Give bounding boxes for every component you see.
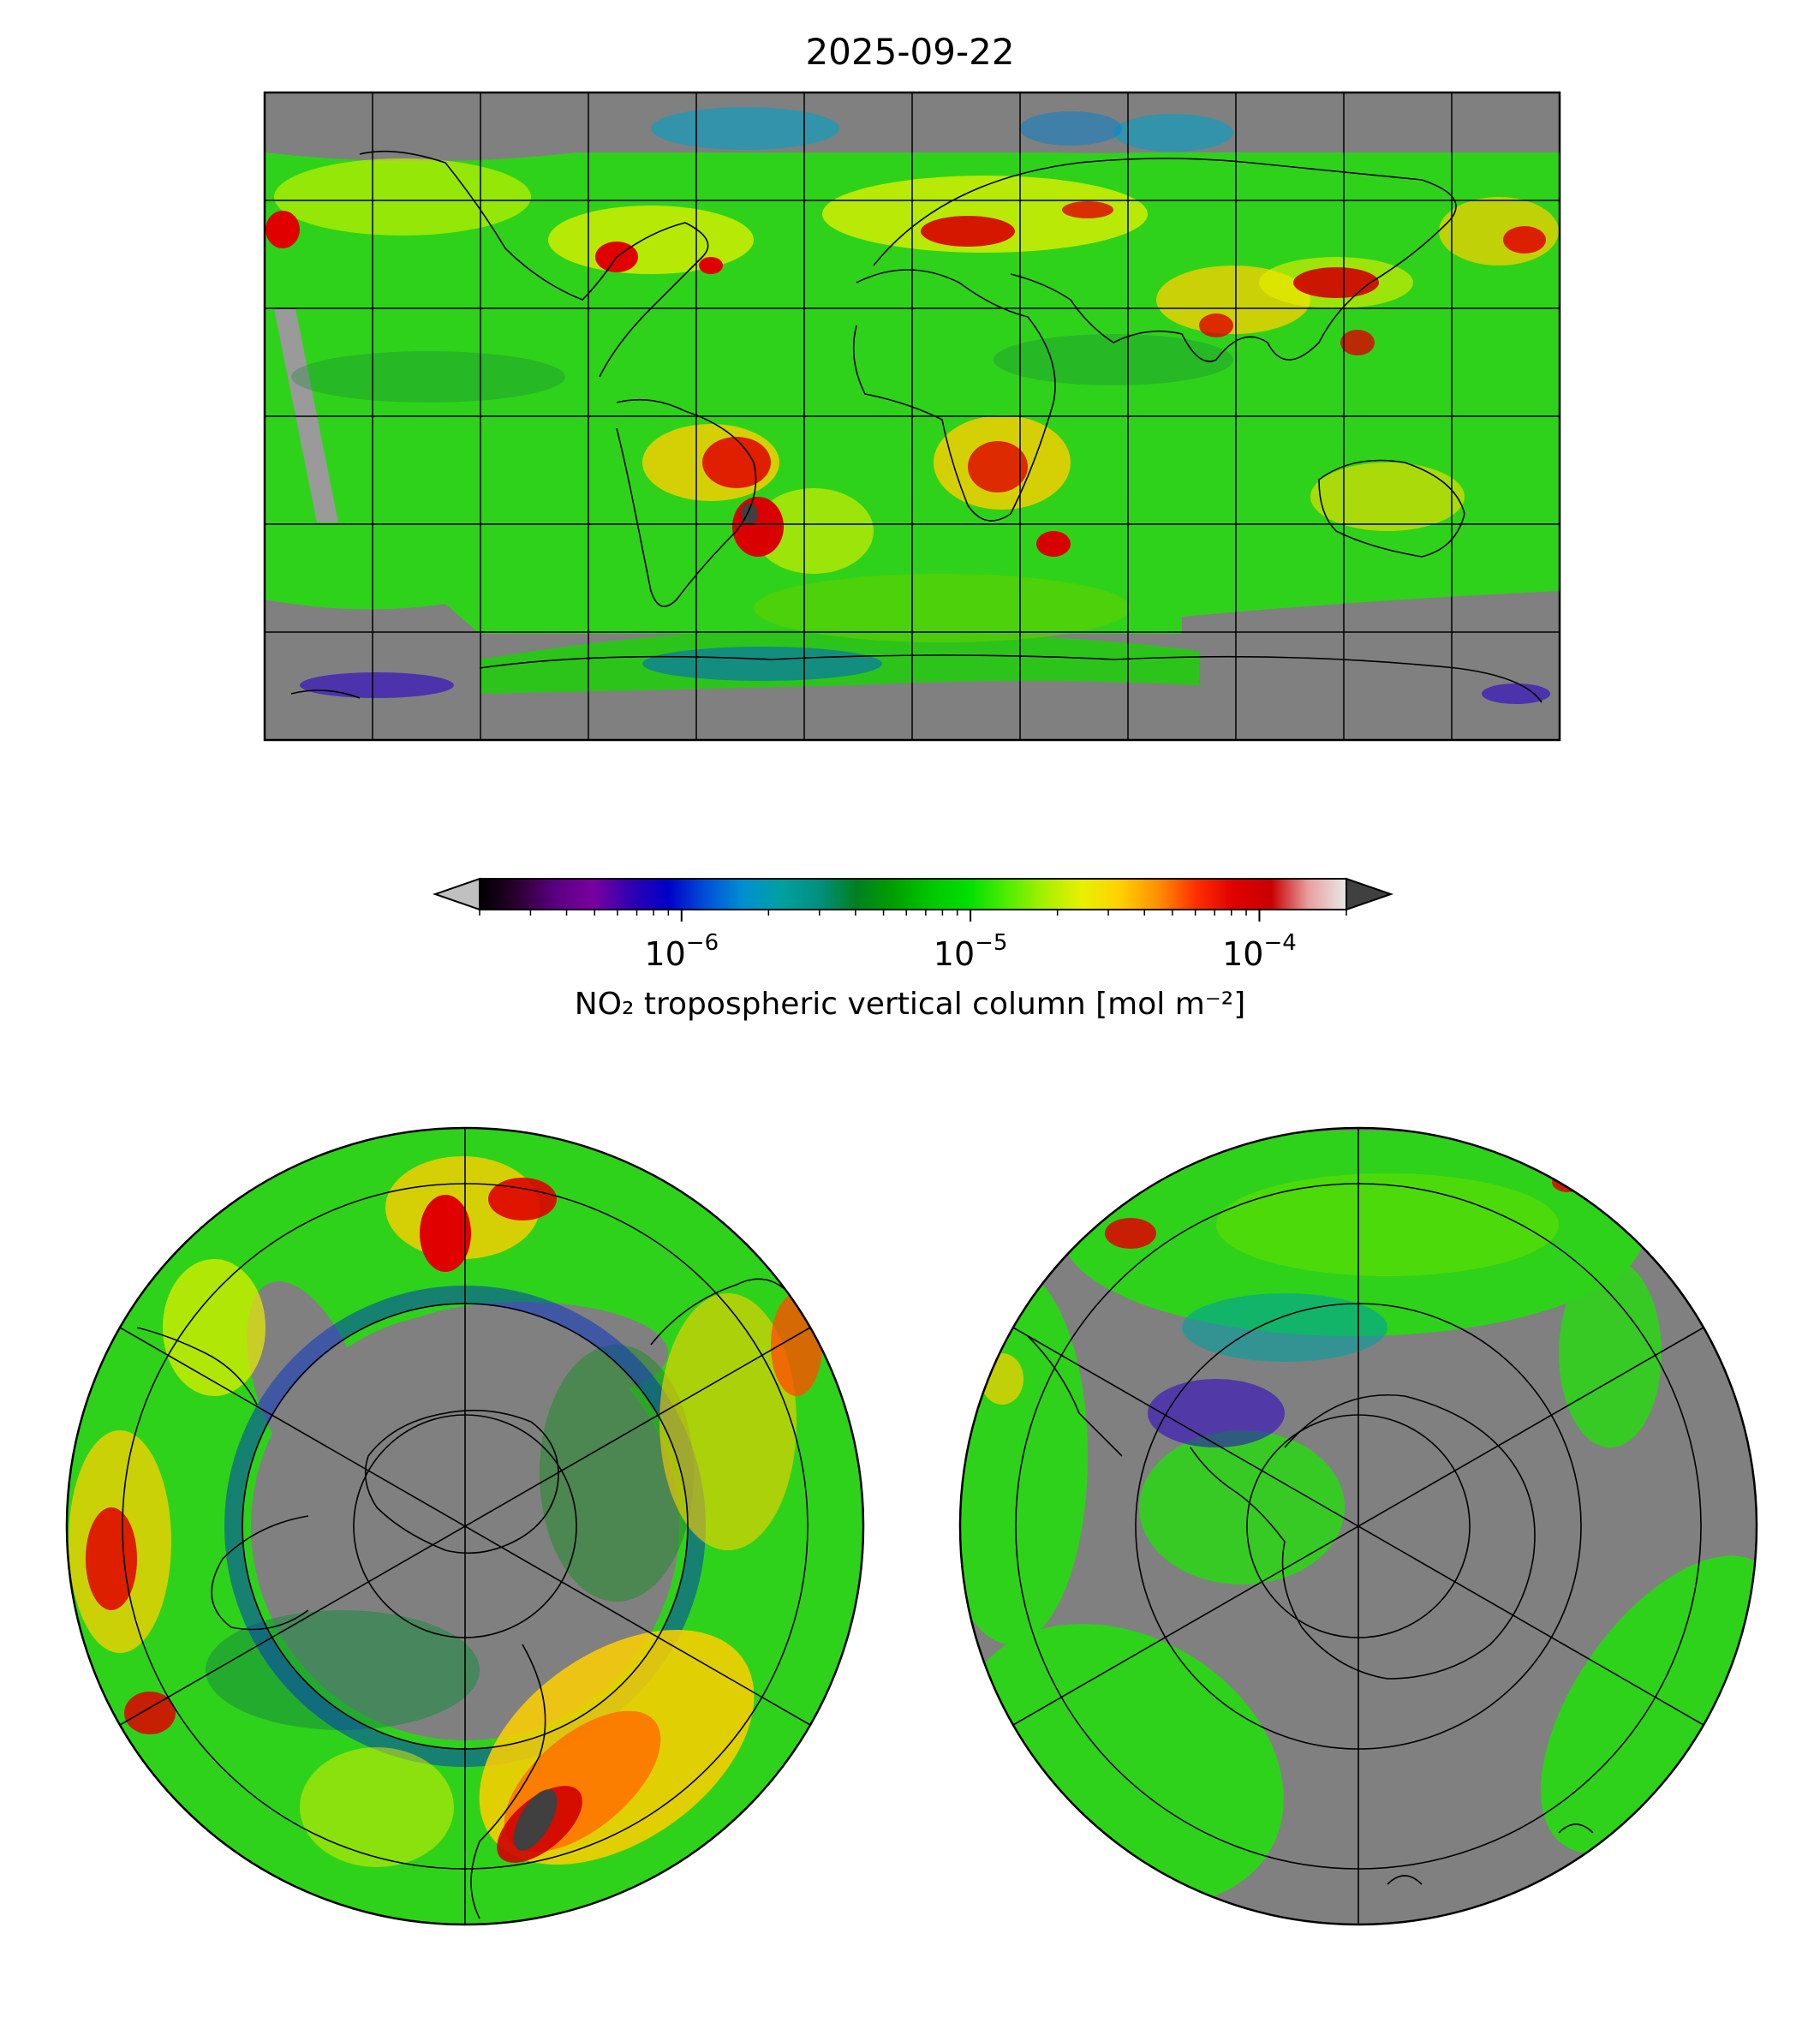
colorbar-tick-label: 10−6: [644, 930, 719, 973]
north-polar-gridlines: [119, 1128, 811, 1925]
colorbar-frame: [479, 878, 1347, 910]
north-polar-frame: [65, 1126, 865, 1926]
figure-title: 2025-09-22: [805, 31, 1015, 73]
south-polar-coastlines: [1027, 1335, 1594, 1885]
colorbar-ticks: [479, 910, 1347, 922]
north-polar-coastlines: [136, 1278, 797, 1919]
colorbar-label: NO₂ tropospheric vertical column [mol m⁻…: [574, 987, 1246, 1022]
global-map: [265, 92, 1560, 740]
colorbar-tick-label: 10−5: [933, 930, 1008, 973]
south-polar-map: [960, 1128, 1757, 1925]
colorbar-over-extension: [1346, 877, 1394, 911]
colorbar-tick-label: 10−4: [1222, 930, 1297, 973]
colorbar: [432, 877, 1394, 922]
south-polar-frame: [958, 1126, 1758, 1926]
global-map-field: [265, 92, 1560, 740]
north-polar-map: [67, 1128, 863, 1925]
global-map-frame: [263, 91, 1561, 742]
colorbar-gradient: [480, 879, 1346, 910]
south-polar-gridlines: [1012, 1128, 1704, 1925]
colorbar-under-extension: [432, 877, 480, 911]
